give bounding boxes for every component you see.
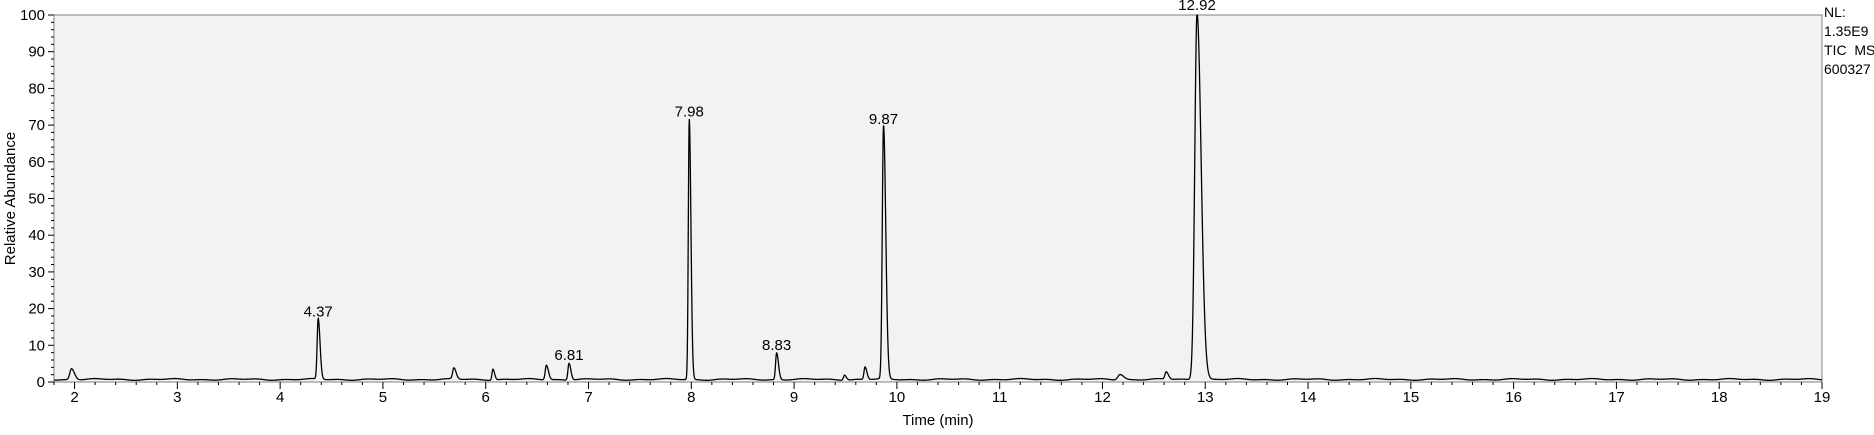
y-axis-title: Relative Abundance [2, 132, 19, 265]
x-tick-label: 5 [379, 389, 387, 406]
y-tick-label: 90 [28, 44, 45, 61]
x-axis: 2 3 4 5 6 7 8 9 10 11 12 13 14 15 16 17 18 19 [53, 382, 1831, 406]
nl-label: NL: [1824, 4, 1846, 20]
x-tick-label: 13 [1197, 389, 1214, 406]
peak-labels: 4.37 6.81 7.98 8.83 9.87 12.92 [304, 0, 1216, 364]
x-tick-label: 11 [992, 389, 1008, 406]
x-tick-label: 8 [687, 389, 695, 406]
y-tick-label: 10 [28, 337, 45, 354]
peak-label: 6.81 [554, 347, 583, 364]
x-tick-label: 17 [1608, 389, 1625, 406]
nl-value: 1.35E9 [1824, 23, 1869, 39]
trace-type: TIC MS [1824, 42, 1874, 58]
x-tick-label: 15 [1402, 389, 1419, 406]
x-tick-label: 16 [1505, 389, 1522, 406]
x-tick-label: 10 [889, 389, 906, 406]
y-tick-label: 30 [28, 264, 45, 281]
tic-trace-line [54, 14, 1823, 382]
x-axis-title: Time (min) [902, 412, 973, 429]
x-tick-label: 19 [1814, 389, 1831, 406]
info-panel: NL: 1.35E9 TIC MS 600327 [1824, 3, 1874, 79]
x-tick-label: 6 [482, 389, 490, 406]
y-tick-label: 0 [37, 374, 45, 391]
x-tick-label: 12 [1094, 389, 1111, 406]
y-tick-label: 70 [28, 117, 45, 134]
x-tick-label: 14 [1300, 389, 1317, 406]
y-tick-label: 40 [28, 227, 45, 244]
x-tick-label: 7 [584, 389, 592, 406]
x-tick-label: 4 [276, 389, 284, 406]
peak-label: 8.83 [762, 337, 791, 354]
y-tick-label: 50 [28, 191, 45, 208]
plot-area [53, 14, 1823, 383]
y-tick-label: 100 [20, 7, 45, 24]
x-tick-label: 18 [1711, 389, 1728, 406]
sample-id: 600327 [1824, 61, 1871, 77]
x-tick-label: 2 [70, 389, 78, 406]
peak-label: 7.98 [675, 103, 704, 120]
x-tick-label: 3 [173, 389, 181, 406]
peak-label: 9.87 [869, 111, 898, 128]
peak-label: 4.37 [304, 303, 333, 320]
peak-label: 12.92 [1178, 0, 1216, 14]
x-tick-label: 9 [790, 389, 798, 406]
y-axis: 0 10 20 30 40 50 60 70 80 90 100 [20, 7, 54, 391]
y-tick-label: 60 [28, 154, 45, 171]
y-tick-label: 20 [28, 301, 45, 318]
y-tick-label: 80 [28, 80, 45, 97]
